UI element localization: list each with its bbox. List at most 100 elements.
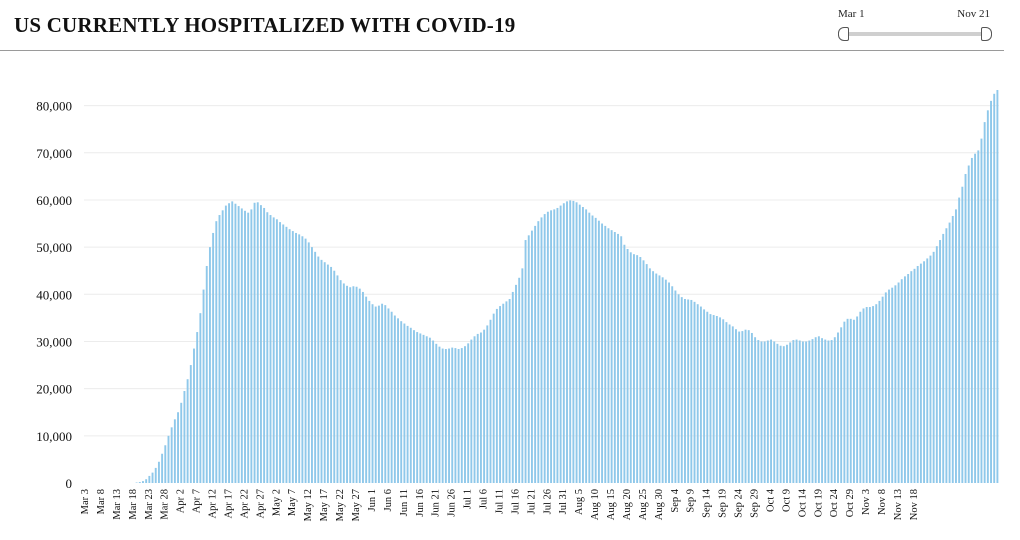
bar[interactable] bbox=[148, 475, 151, 483]
bar[interactable] bbox=[789, 342, 792, 483]
bar[interactable] bbox=[588, 212, 591, 483]
bar[interactable] bbox=[205, 265, 208, 483]
bar[interactable] bbox=[964, 173, 967, 483]
bar[interactable] bbox=[709, 314, 712, 483]
bar[interactable] bbox=[821, 338, 824, 483]
bar[interactable] bbox=[387, 308, 390, 483]
bar[interactable] bbox=[489, 319, 492, 483]
bar[interactable] bbox=[269, 215, 272, 484]
bar[interactable] bbox=[674, 290, 677, 483]
bar[interactable] bbox=[486, 325, 489, 483]
bar[interactable] bbox=[138, 482, 141, 483]
slider-track[interactable] bbox=[843, 32, 987, 36]
bar[interactable] bbox=[371, 304, 374, 483]
bar[interactable] bbox=[859, 311, 862, 483]
bar[interactable] bbox=[868, 307, 871, 483]
bar[interactable] bbox=[464, 346, 466, 483]
bar[interactable] bbox=[288, 229, 291, 483]
bar[interactable] bbox=[808, 340, 811, 483]
bar[interactable] bbox=[763, 341, 766, 483]
bar[interactable] bbox=[406, 325, 409, 483]
bar[interactable] bbox=[202, 289, 205, 483]
bar[interactable] bbox=[384, 305, 387, 483]
bar[interactable] bbox=[910, 271, 913, 483]
bar[interactable] bbox=[626, 249, 629, 483]
bar[interactable] bbox=[208, 247, 211, 483]
bar[interactable] bbox=[891, 287, 894, 483]
bar[interactable] bbox=[234, 203, 237, 483]
bar[interactable] bbox=[508, 299, 511, 483]
bar[interactable] bbox=[926, 258, 929, 483]
bar[interactable] bbox=[164, 445, 167, 483]
bar[interactable] bbox=[381, 303, 384, 483]
bar[interactable] bbox=[256, 202, 259, 484]
bar[interactable] bbox=[929, 255, 932, 483]
bar[interactable] bbox=[342, 283, 345, 483]
bar[interactable] bbox=[307, 242, 310, 483]
bar[interactable] bbox=[336, 275, 339, 483]
bar[interactable] bbox=[559, 205, 562, 483]
bar[interactable] bbox=[505, 301, 508, 483]
bar[interactable] bbox=[983, 122, 986, 483]
bar[interactable] bbox=[374, 306, 377, 483]
bar[interactable] bbox=[473, 336, 476, 483]
bar[interactable] bbox=[495, 308, 498, 483]
bar[interactable] bbox=[352, 286, 355, 483]
bar[interactable] bbox=[798, 340, 801, 483]
bar[interactable] bbox=[617, 233, 619, 483]
bar[interactable] bbox=[805, 341, 808, 483]
bar[interactable] bbox=[390, 311, 393, 483]
bar[interactable] bbox=[840, 327, 843, 483]
bar[interactable] bbox=[773, 341, 776, 483]
bar[interactable] bbox=[518, 277, 521, 483]
bar[interactable] bbox=[393, 315, 396, 483]
bar[interactable] bbox=[696, 304, 699, 483]
bar[interactable] bbox=[253, 202, 256, 483]
bar[interactable] bbox=[403, 323, 406, 483]
bar[interactable] bbox=[467, 343, 470, 483]
bar[interactable] bbox=[502, 303, 505, 483]
bar[interactable] bbox=[690, 299, 693, 483]
bar[interactable] bbox=[212, 232, 215, 483]
bar[interactable] bbox=[167, 435, 170, 483]
bar[interactable] bbox=[435, 343, 438, 483]
bar[interactable] bbox=[792, 340, 795, 483]
bar[interactable] bbox=[875, 304, 878, 483]
bar[interactable] bbox=[913, 268, 916, 483]
bar[interactable] bbox=[719, 317, 721, 483]
bar[interactable] bbox=[878, 300, 881, 483]
bar[interactable] bbox=[581, 207, 584, 483]
bar[interactable] bbox=[550, 210, 553, 483]
bar[interactable] bbox=[699, 306, 702, 483]
bar[interactable] bbox=[540, 217, 543, 483]
bar[interactable] bbox=[648, 268, 651, 483]
bar[interactable] bbox=[639, 257, 642, 483]
bar[interactable] bbox=[444, 349, 447, 483]
bar[interactable] bbox=[760, 341, 763, 483]
bar[interactable] bbox=[320, 259, 323, 483]
bar[interactable] bbox=[986, 110, 989, 483]
bar[interactable] bbox=[189, 365, 192, 483]
bar[interactable] bbox=[451, 347, 454, 483]
bar[interactable] bbox=[180, 402, 183, 483]
bar[interactable] bbox=[572, 200, 575, 483]
bar[interactable] bbox=[556, 207, 559, 483]
bar[interactable] bbox=[754, 337, 757, 483]
bar[interactable] bbox=[629, 252, 632, 483]
bar[interactable] bbox=[661, 277, 664, 483]
bar[interactable] bbox=[441, 348, 444, 483]
bar[interactable] bbox=[996, 90, 999, 483]
bar[interactable] bbox=[903, 276, 906, 483]
bar[interactable] bbox=[154, 467, 157, 483]
bar[interactable] bbox=[779, 345, 782, 483]
bar[interactable] bbox=[183, 391, 186, 483]
bar[interactable] bbox=[196, 332, 199, 483]
bar[interactable] bbox=[499, 306, 502, 483]
bar[interactable] bbox=[492, 313, 495, 483]
bar[interactable] bbox=[218, 215, 221, 484]
bar[interactable] bbox=[250, 209, 253, 483]
bar[interactable] bbox=[900, 279, 903, 483]
bar[interactable] bbox=[515, 284, 517, 483]
bar[interactable] bbox=[400, 321, 403, 483]
bar[interactable] bbox=[483, 329, 486, 483]
